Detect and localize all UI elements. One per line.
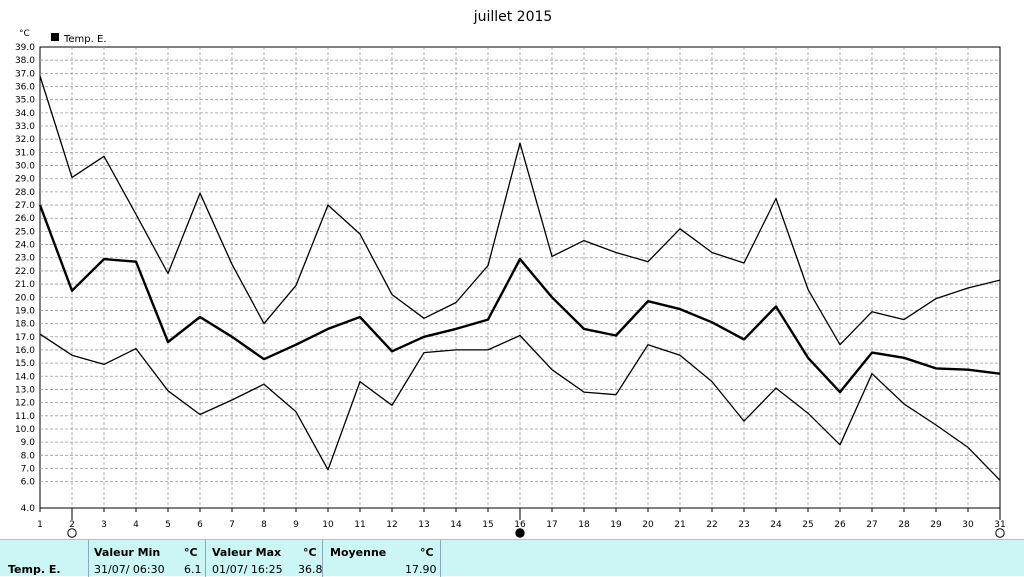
x-tick-label: 23: [738, 520, 749, 530]
legend-label: Temp. E.: [63, 34, 107, 45]
avg-value: 17.90: [405, 563, 437, 576]
y-tick-label: 20.0: [15, 293, 35, 303]
new-moon-icon: [67, 528, 77, 538]
x-tick-label: 18: [578, 520, 590, 530]
y-tick-label: 38.0: [15, 56, 35, 66]
y-tick-label: 28.0: [15, 188, 35, 198]
y-tick-label: 12.0: [15, 399, 35, 409]
series-line-2: [38, 204, 1001, 394]
avg-unit: °C: [420, 546, 434, 559]
y-tick-label: 11.0: [15, 412, 35, 422]
x-tick-label: 9: [293, 520, 299, 530]
x-tick-label: 22: [706, 520, 717, 530]
y-tick-label: 15.0: [15, 359, 35, 369]
y-tick-label: 31.0: [15, 148, 35, 158]
y-tick-label: 30.0: [15, 162, 35, 172]
x-tick-label: 13: [418, 520, 429, 530]
x-tick-label: 21: [674, 520, 685, 530]
y-tick-label: 26.0: [15, 214, 35, 224]
x-tick-label: 16: [514, 520, 526, 530]
y-tick-label: 24.0: [15, 241, 35, 251]
y-tick-label: 36.0: [15, 83, 35, 93]
x-tick-label: 7: [229, 520, 235, 530]
legend-swatch: [51, 33, 59, 41]
y-tick-label: 22.0: [15, 267, 35, 277]
y-tick-label: 35.0: [15, 96, 35, 106]
series-group: [38, 75, 1001, 481]
max-header: Valeur Max: [212, 546, 282, 559]
x-tick-label: 14: [450, 520, 462, 530]
x-tick-label: 10: [322, 520, 334, 530]
y-tick-label: 33.0: [15, 122, 35, 132]
full-moon-icon: [515, 528, 525, 538]
stats-row-label: Temp. E.: [8, 563, 61, 576]
y-tick-label: 23.0: [15, 254, 35, 264]
x-tick-label: 29: [930, 520, 942, 530]
y-tick-label: 9.0: [21, 438, 36, 448]
x-tick-label: 12: [386, 520, 397, 530]
y-tick-label: 16.0: [15, 346, 35, 356]
min-unit: °C: [184, 546, 198, 559]
y-axis-unit: °C: [19, 29, 30, 39]
y-tick-label: 10.0: [15, 425, 35, 435]
y-tick-label: 29.0: [15, 175, 35, 185]
x-tick-label: 25: [802, 520, 813, 530]
x-tick-label: 19: [610, 520, 622, 530]
stats-row-cell: Temp. E.: [0, 540, 89, 577]
y-tick-label: 27.0: [15, 201, 35, 211]
y-tick-label: 39.0: [15, 43, 35, 53]
min-value: 6.1: [184, 563, 202, 576]
stats-bar: Temp. E. Valeur Min °C 31/07/ 06:30 6.1 …: [0, 539, 1024, 577]
y-tick-label: 4.0: [21, 504, 36, 514]
x-tick-label: 5: [165, 520, 171, 530]
y-tick-label: 13.0: [15, 385, 35, 395]
x-tick-label: 30: [962, 520, 974, 530]
min-header: Valeur Min: [94, 546, 161, 559]
y-tick-label: 8.0: [21, 451, 36, 461]
y-tick-label: 18.0: [15, 320, 35, 330]
y-tick-label: 17.0: [15, 333, 35, 343]
x-tick-label: 28: [898, 520, 910, 530]
y-axis-ticks: 4.0 6.0 7.0 8.0 9.0 10.0 11.0 12.0 13.0 14.0 15.0 1…: [15, 43, 35, 514]
y-tick-label: 21.0: [15, 280, 35, 290]
y-tick-label: 14.0: [15, 372, 35, 382]
series-line-3: [39, 333, 1001, 481]
x-tick-label: 1: [37, 520, 43, 530]
temperature-chart: juillet 2015 °C Temp. E. 4.0 6.0 7.0 8.0 9.0…: [15, 9, 1006, 538]
min-datetime: 31/07/ 06:30: [94, 563, 165, 576]
series-line-1: [39, 75, 1001, 346]
x-tick-label: 15: [482, 520, 493, 530]
new-moon-icon: [995, 528, 1005, 538]
x-tick-label: 4: [133, 520, 139, 530]
max-datetime: 01/07/ 16:25: [212, 563, 283, 576]
x-tick-label: 26: [834, 520, 846, 530]
max-value: 36.8: [298, 563, 323, 576]
stats-min-cell: Valeur Min °C 31/07/ 06:30 6.1: [89, 540, 206, 577]
x-tick-label: 11: [354, 520, 365, 530]
y-tick-label: 19.0: [15, 306, 35, 316]
chart-title: juillet 2015: [473, 9, 553, 25]
max-unit: °C: [303, 546, 317, 559]
x-tick-label: 3: [101, 520, 107, 530]
grid-lines: [40, 47, 1000, 508]
x-tick-label: 20: [642, 520, 654, 530]
x-tick-label: 27: [866, 520, 877, 530]
x-tick-label: 24: [770, 520, 782, 530]
avg-header: Moyenne: [330, 546, 387, 559]
x-tick-label: 31: [994, 520, 1005, 530]
stats-max-cell: Valeur Max °C 01/07/ 16:25 36.8: [206, 540, 323, 577]
y-tick-label: 7.0: [21, 464, 36, 474]
x-axis-ticks: 1 2 3 4 5 6 7 8 9 10 11 12 13 14 15 16 17 18 19 20 21 22 23 24 2…: [37, 508, 1006, 530]
x-tick-label: 2: [69, 520, 75, 530]
x-tick-label: 17: [546, 520, 557, 530]
y-tick-label: 32.0: [15, 135, 35, 145]
y-tick-label: 6.0: [21, 478, 36, 488]
y-tick-label: 34.0: [15, 109, 35, 119]
stats-avg-cell: Moyenne °C 17.90: [323, 540, 441, 577]
y-tick-label: 25.0: [15, 227, 35, 237]
y-tick-label: 37.0: [15, 69, 35, 79]
x-tick-label: 8: [261, 520, 267, 530]
moon-phase-markers: [67, 509, 1005, 538]
x-tick-label: 6: [197, 520, 203, 530]
